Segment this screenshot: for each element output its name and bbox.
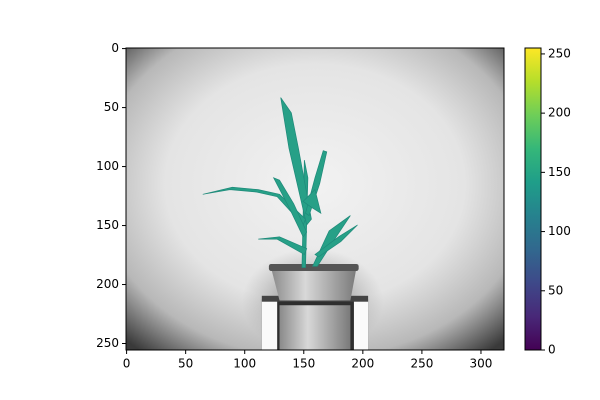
y-tick-label: 0 <box>111 41 119 55</box>
y-tick-label: 200 <box>96 277 119 291</box>
colorbar-tick-label: 200 <box>548 106 571 120</box>
x-tick-label: 250 <box>410 357 433 371</box>
colorbar-tick-label: 50 <box>548 283 563 297</box>
x-tick-label: 50 <box>178 357 193 371</box>
colorbar-tick-label: 0 <box>548 343 556 357</box>
colorbar-tick-label: 100 <box>548 224 571 238</box>
colorbar-tick-label: 150 <box>548 165 571 179</box>
x-tick-label: 200 <box>351 357 374 371</box>
y-tick-label: 50 <box>104 100 119 114</box>
axes-frame <box>125 47 505 351</box>
y-tick-label: 250 <box>96 336 119 350</box>
y-tick-label: 150 <box>96 218 119 232</box>
colorbar-tick-label: 250 <box>548 46 571 60</box>
x-tick-label: 100 <box>233 357 256 371</box>
y-tick-label: 100 <box>96 159 119 173</box>
colorbar <box>524 47 542 351</box>
image <box>126 48 504 350</box>
x-tick-label: 150 <box>292 357 315 371</box>
x-tick-label: 300 <box>470 357 493 371</box>
x-tick-label: 0 <box>123 357 131 371</box>
